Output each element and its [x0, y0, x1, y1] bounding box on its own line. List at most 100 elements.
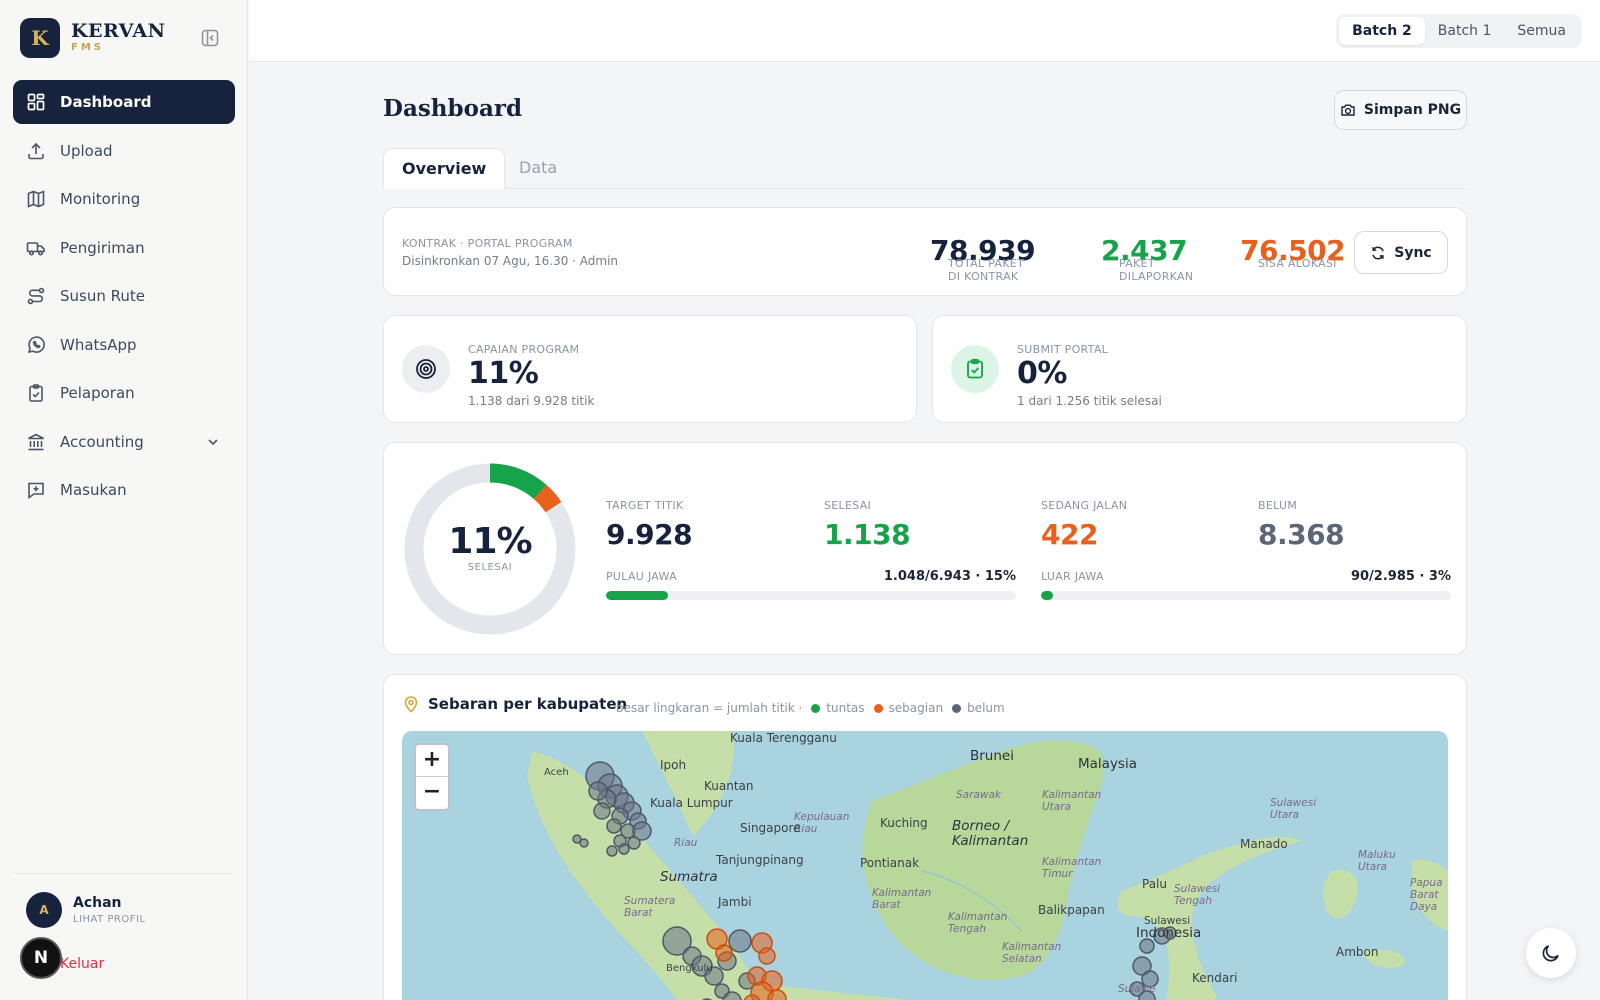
landmass-borneo	[862, 740, 1104, 981]
sidebar-item-masukan[interactable]: Masukan	[13, 468, 235, 512]
sync-status: Disinkronkan 07 Agu, 16.30 · Admin	[402, 254, 619, 268]
remaining-label: SISA ALOKASI	[1258, 257, 1337, 270]
brand-logo: K	[20, 18, 60, 58]
river	[921, 870, 1023, 932]
map-label: Sulawe	[1118, 983, 1156, 995]
map-label: Kalimantan Barat	[872, 887, 932, 911]
submit-card: SUBMIT PORTAL 0% 1 dari 1.256 titik sele…	[932, 315, 1467, 423]
submit-value: 0%	[1017, 356, 1067, 391]
jawa-fill	[606, 591, 668, 600]
reported-value: 2.437	[1101, 234, 1188, 267]
sidebar-item-label: Dashboard	[60, 93, 152, 111]
distribution-map[interactable]: + − Kuala Terengganu Ipoh Aceh Kuantan K…	[402, 731, 1448, 1000]
map-title: Sebaran per kabupaten	[428, 695, 628, 713]
kpi-value: 9.928	[606, 518, 693, 551]
zoom-control: + −	[414, 743, 450, 811]
sidebar-item-susun-rute[interactable]: Susun Rute	[13, 274, 235, 318]
map-label: Ambon	[1336, 945, 1379, 959]
upload-icon	[28, 142, 44, 159]
kpi-target: TARGET TITIK 9.928	[606, 499, 693, 551]
map-label: Kuching	[880, 816, 928, 830]
tab-data[interactable]: Data	[519, 158, 558, 177]
refresh-icon	[1372, 246, 1384, 259]
map-label: Jambi	[718, 895, 752, 909]
map-label: Sarawak	[956, 789, 1001, 801]
legend-tuntas: tuntas	[826, 701, 865, 715]
kpi-label: BELUM	[1258, 499, 1298, 512]
sync-button[interactable]: Sync	[1354, 231, 1448, 274]
kpi-value: 422	[1041, 518, 1098, 551]
user-profile[interactable]: A Achan LIHAT PROFIL	[26, 892, 146, 928]
batch-switcher: Batch 2 Batch 1 Semua	[1336, 14, 1582, 48]
landmass-malaysia	[642, 731, 734, 836]
dev-badge[interactable]: N	[20, 937, 62, 979]
sidebar-item-pelaporan[interactable]: Pelaporan	[13, 371, 235, 415]
donut-percent: 11%	[448, 521, 532, 562]
kpi-value: 1.138	[824, 518, 911, 551]
legend-dot-tuntas	[811, 703, 821, 713]
map-label: Sumatera Barat	[624, 895, 676, 919]
legend-note: besar lingkaran = jumlah titik ·	[616, 701, 803, 715]
total-value: 78.939	[930, 234, 1036, 267]
capaian-label: CAPAIAN PROGRAM	[468, 343, 580, 356]
landmass-sulawesi	[1117, 836, 1302, 1000]
zoom-in-button[interactable]: +	[416, 745, 448, 777]
remaining-stat: SISA ALOKASI 76.502	[1240, 228, 1346, 270]
kpi-label: SELESAI	[824, 499, 872, 512]
map-label: Kalimantan Tengah	[948, 911, 1008, 935]
map-label: Palu	[1142, 877, 1167, 891]
chevron-down-icon[interactable]	[205, 434, 221, 450]
page-title: Dashboard	[383, 95, 523, 122]
marker-cluster-lampung-sebagian	[706, 928, 787, 1000]
logout-button[interactable]: Keluar	[60, 956, 105, 972]
map-label: Ipoh	[660, 758, 687, 772]
batch-all-button[interactable]: Semua	[1517, 23, 1566, 39]
landmass-ambon	[1362, 949, 1405, 968]
save-png-button[interactable]: Simpan PNG	[1334, 90, 1467, 130]
capaian-sub: 1.138 dari 9.928 titik	[468, 394, 595, 408]
map-canvas	[527, 731, 1448, 1000]
contract-card: KONTRAK · PORTAL PROGRAM Disinkronkan 07…	[383, 207, 1467, 296]
batch-2-button[interactable]: Batch 2	[1339, 17, 1425, 45]
map-label: Bengkulu	[666, 963, 713, 974]
tab-overview[interactable]: Overview	[383, 148, 506, 189]
map-label: Maluku Utara	[1358, 849, 1396, 873]
kpi-pending: BELUM 8.368	[1258, 499, 1345, 551]
progress-donut	[404, 463, 576, 635]
sidebar-item-label: Pengiriman	[60, 238, 145, 257]
remaining-value: 76.502	[1240, 234, 1346, 267]
topbar: Batch 2 Batch 1 Semua	[249, 0, 1600, 62]
map-legend: besar lingkaran = jumlah titik · tuntas …	[616, 701, 1005, 715]
contract-label: KONTRAK · PORTAL PROGRAM	[402, 237, 573, 250]
map-label: Manado	[1240, 837, 1288, 851]
map-label: Papua Barat Daya	[1410, 877, 1443, 913]
sidebar-item-label: WhatsApp	[60, 335, 137, 354]
sidebar-item-upload[interactable]: Upload	[13, 129, 235, 173]
total-label: TOTAL PAKET DI KONTRAK	[948, 257, 1025, 283]
sidebar-item-whatsapp[interactable]: WhatsApp	[13, 323, 235, 367]
theme-toggle-button[interactable]	[1526, 928, 1576, 978]
map-label: Brunei	[970, 748, 1014, 764]
collapse-sidebar-icon[interactable]	[200, 28, 220, 48]
zoom-out-button[interactable]: −	[422, 779, 442, 804]
batch-1-button[interactable]: Batch 1	[1437, 23, 1492, 39]
luar-fill	[1041, 591, 1054, 600]
map-label: Tanjungpinang	[716, 853, 804, 867]
legend-sebagian: sebagian	[888, 701, 944, 715]
sidebar-item-dashboard[interactable]: Dashboard	[13, 80, 235, 124]
sidebar-item-label: Susun Rute	[60, 287, 145, 305]
luar-value: 90/2.985 · 3%	[1350, 569, 1451, 584]
progress-card: 11% SELESAI TARGET TITIK 9.928 SELESAI 1…	[383, 442, 1467, 655]
sidebar-item-accounting[interactable]: Accounting	[13, 420, 235, 464]
profile-link[interactable]: LIHAT PROFIL	[73, 914, 146, 925]
map-label: Kalimantan Selatan	[1002, 941, 1062, 965]
donut-center: 11% SELESAI	[404, 521, 576, 573]
map-label: Riau	[674, 837, 698, 849]
submit-label: SUBMIT PORTAL	[1017, 343, 1109, 356]
brand[interactable]: K KERVAN FMS	[20, 18, 165, 58]
sidebar-item-monitoring[interactable]: Monitoring	[13, 177, 235, 221]
map-label: Sumatra	[660, 869, 718, 885]
sidebar-item-pengiriman[interactable]: Pengiriman	[13, 226, 235, 270]
capaian-card: CAPAIAN PROGRAM 11% 1.138 dari 9.928 tit…	[383, 315, 917, 423]
target-icon	[402, 345, 450, 393]
